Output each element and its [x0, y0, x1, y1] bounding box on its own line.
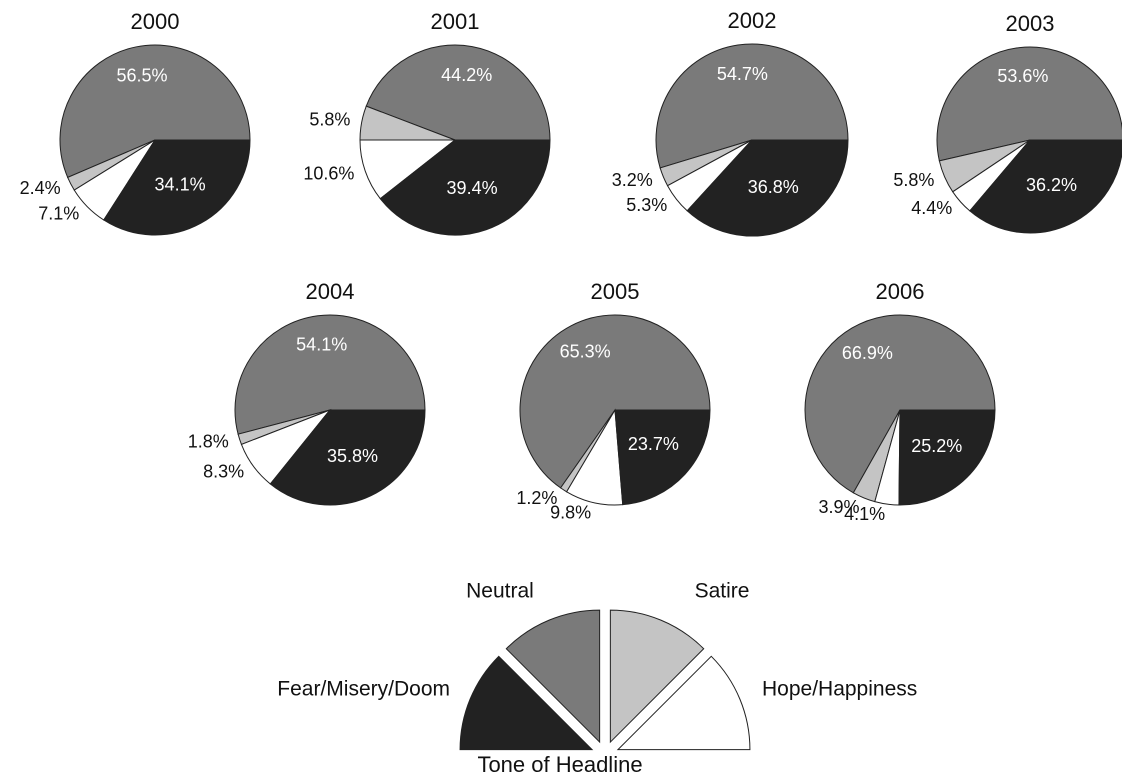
data-label: 34.1% [155, 175, 206, 195]
legend-swatch [609, 609, 705, 744]
data-label: 3.9% [818, 497, 859, 517]
data-label: 54.1% [296, 335, 347, 355]
data-label: 53.6% [997, 66, 1048, 86]
data-label: 56.5% [116, 65, 167, 85]
data-label: 44.2% [441, 65, 492, 85]
pie-title: 2004 [306, 279, 355, 304]
legend-label: Fear/Misery/Doom [277, 678, 450, 701]
legend-label: Hope/Happiness [762, 678, 917, 701]
pie-slice [59, 44, 251, 179]
legend-label: Satire [695, 580, 750, 603]
pie-slice [269, 409, 426, 506]
data-label: 2.4% [20, 178, 61, 198]
pie-title: 2005 [591, 279, 640, 304]
pie-title: 2003 [1006, 11, 1055, 36]
pie-slice [365, 44, 551, 141]
pie-title: 2006 [876, 279, 925, 304]
legend-swatch [616, 655, 751, 751]
pie-slice [686, 139, 849, 237]
data-label: 36.8% [748, 177, 799, 197]
data-label: 1.8% [188, 432, 229, 452]
pie-slice [655, 43, 849, 169]
legend-swatch [505, 609, 601, 744]
data-label: 54.7% [717, 64, 768, 84]
data-label: 3.2% [612, 170, 653, 190]
data-label: 7.1% [38, 203, 79, 223]
data-label: 8.3% [203, 462, 244, 482]
legend-swatch [459, 655, 594, 751]
data-label: 35.8% [327, 446, 378, 466]
pie-title: 2000 [131, 9, 180, 34]
data-label: 4.4% [911, 198, 952, 218]
pie-slice [379, 139, 551, 236]
data-label: 4.1% [844, 504, 885, 524]
data-label: 5.3% [626, 195, 667, 215]
data-label: 10.6% [303, 164, 354, 184]
legend-title: Tone of Headline [477, 752, 642, 777]
pie-slice [936, 46, 1122, 162]
pie-slice [804, 314, 996, 494]
data-label: 66.9% [842, 343, 893, 363]
pie-slice [969, 139, 1122, 234]
data-label: 36.2% [1026, 175, 1077, 195]
data-label: 9.8% [550, 502, 591, 522]
pie-slice [234, 314, 426, 435]
data-label: 65.3% [560, 341, 611, 361]
data-label: 25.2% [911, 436, 962, 456]
pie-title: 2002 [728, 8, 777, 33]
data-label: 23.7% [628, 434, 679, 454]
data-label: 39.4% [447, 178, 498, 198]
pie-slice [103, 139, 251, 236]
pie-slice [519, 314, 711, 489]
data-label: 5.8% [893, 170, 934, 190]
data-label: 5.8% [309, 109, 350, 129]
data-label: 1.2% [516, 488, 557, 508]
legend-label: Neutral [466, 580, 534, 603]
pie-slice [614, 409, 711, 506]
pie-title: 2001 [431, 9, 480, 34]
pie-slice [898, 409, 996, 506]
